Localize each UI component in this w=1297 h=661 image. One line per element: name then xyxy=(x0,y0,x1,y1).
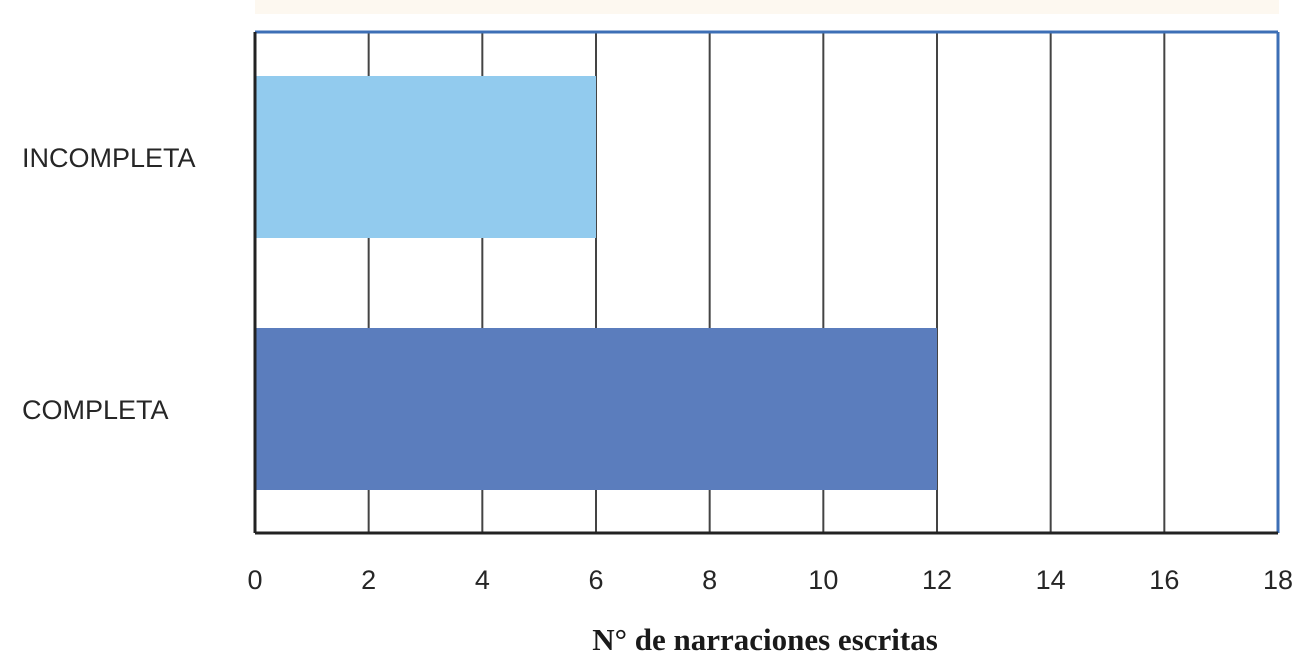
top-background-band xyxy=(255,0,1279,14)
x-tick-label: 12 xyxy=(922,565,952,595)
x-tick-labels: 0 2 4 6 8 10 12 14 16 18 xyxy=(247,565,1293,595)
bars xyxy=(255,76,937,490)
x-tick-label: 14 xyxy=(1036,565,1066,595)
x-tick-label: 18 xyxy=(1263,565,1293,595)
x-tick-label: 4 xyxy=(475,565,490,595)
category-label: INCOMPLETA xyxy=(22,143,196,173)
x-tick-label: 16 xyxy=(1149,565,1179,595)
x-tick-label: 2 xyxy=(361,565,376,595)
category-labels: INCOMPLETA COMPLETA xyxy=(22,143,196,425)
x-axis-title: N° de narraciones escritas xyxy=(592,622,938,657)
bar-completa xyxy=(255,328,937,490)
x-tick-label: 10 xyxy=(808,565,838,595)
bar-incompleta xyxy=(255,76,596,238)
axes xyxy=(253,30,1280,535)
x-tick-label: 8 xyxy=(702,565,717,595)
x-tick-label: 6 xyxy=(588,565,603,595)
category-label: COMPLETA xyxy=(22,395,169,425)
x-tick-label: 0 xyxy=(247,565,262,595)
